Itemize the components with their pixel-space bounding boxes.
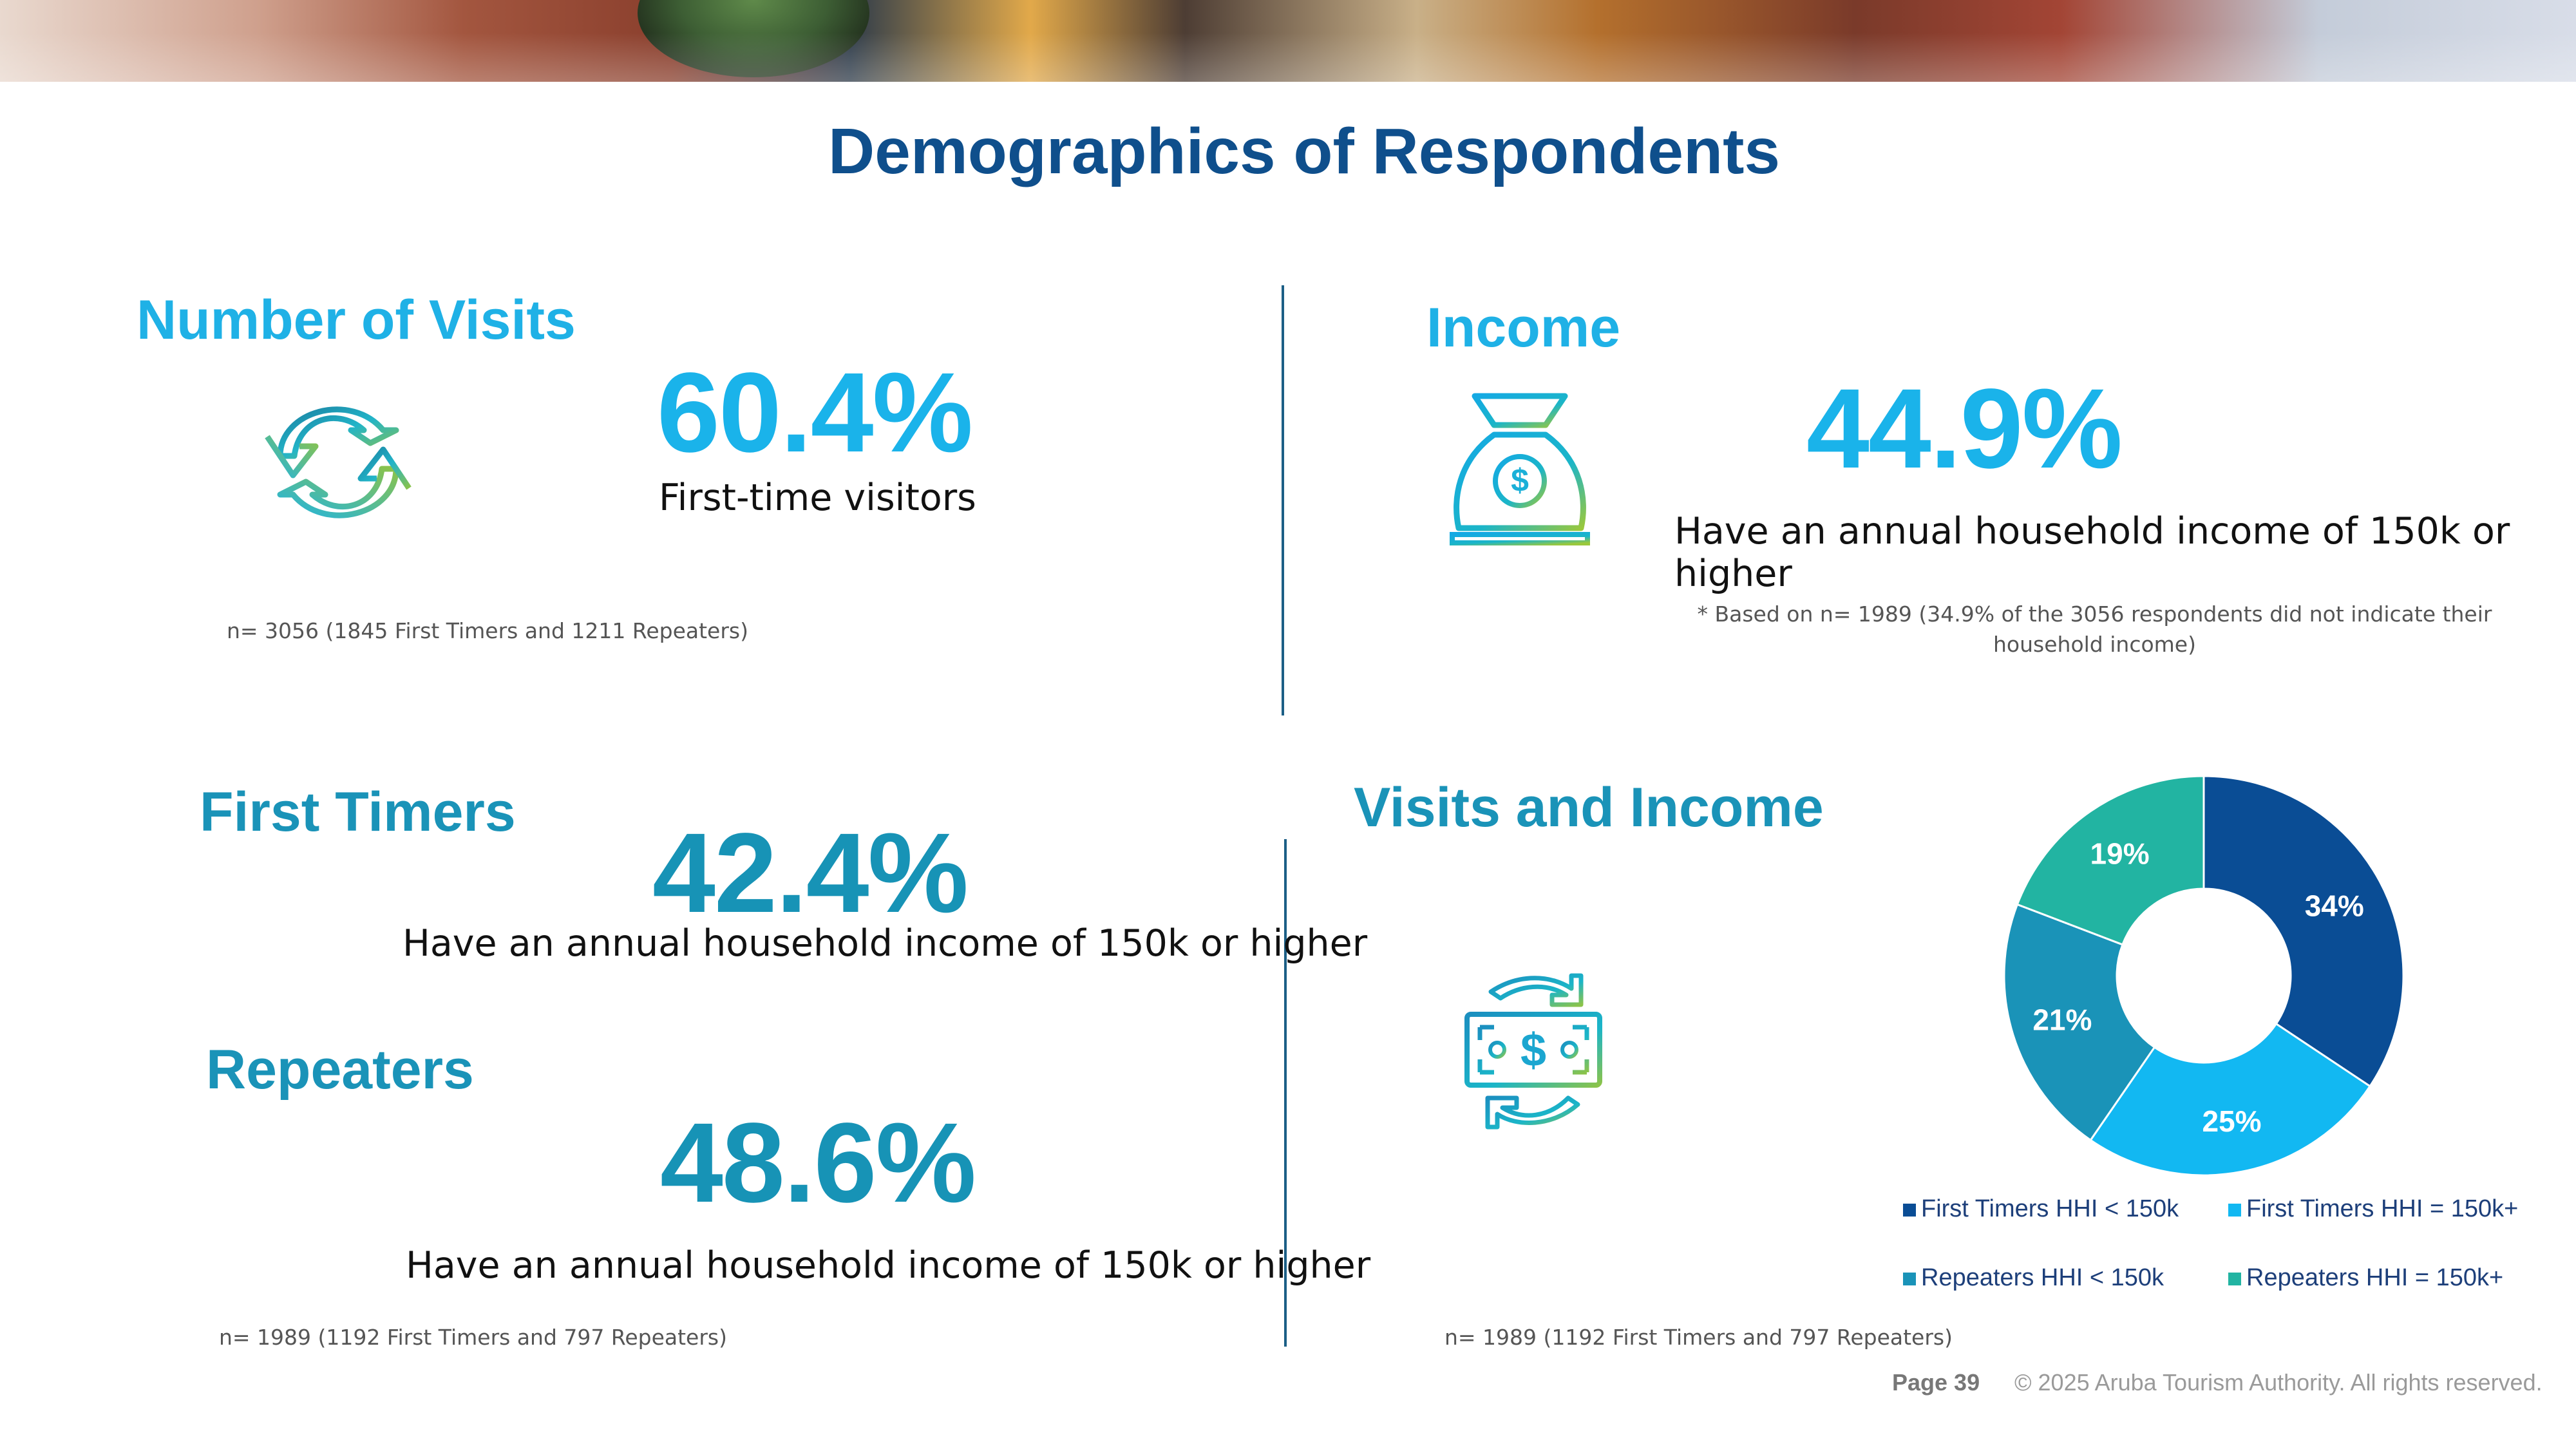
visits-label: First-time visitors [659, 477, 976, 519]
visits-title: Number of Visits [137, 289, 576, 351]
repeaters-label: Have an annual household income of 150k … [406, 1244, 1371, 1287]
first-timers-title: First Timers [200, 781, 516, 843]
divider-bottom [1284, 839, 1287, 1347]
donut-slice [2089, 1022, 2372, 1177]
visits-percent: 60.4% [657, 350, 973, 476]
donut-data-label: 25% [2202, 1104, 2261, 1138]
svg-text:$: $ [1520, 1025, 1546, 1076]
legend-item-3: Repeaters HHI < 150k [1903, 1264, 2164, 1292]
visits-income-donut-chart: 34% 25% 21% 19% [2003, 775, 2405, 1177]
repeaters-note: n= 1989 (1192 First Timers and 797 Repea… [219, 1325, 727, 1350]
donut-slice [2202, 775, 2405, 1088]
svg-text:$: $ [1511, 462, 1529, 498]
legend-swatch [2228, 1203, 2241, 1217]
divider-top [1282, 285, 1284, 715]
copyright: © 2025 Aruba Tourism Authority. All righ… [2014, 1369, 2543, 1396]
legend-item-1: First Timers HHI < 150k [1903, 1195, 2179, 1223]
donut-slice [2003, 903, 2156, 1142]
visits-income-note: n= 1989 (1192 First Timers and 797 Repea… [1444, 1325, 1953, 1350]
money-bag-icon: $ [1450, 393, 1590, 545]
page-number: Page 39 [1892, 1369, 1980, 1396]
legend-item-2: First Timers HHI = 150k+ [2228, 1195, 2518, 1223]
income-percent: 44.9% [1806, 366, 2123, 492]
income-note: * Based on n= 1989 (34.9% of the 3056 re… [1697, 601, 2492, 657]
first-timers-label: Have an annual household income of 150k … [402, 922, 1368, 965]
donut-data-label: 19% [2090, 837, 2150, 871]
money-exchange-icon: $ [1464, 973, 1602, 1130]
repeaters-percent: 48.6% [660, 1100, 976, 1226]
donut-data-label: 21% [2032, 1003, 2092, 1036]
donut-slice [2016, 775, 2205, 946]
refresh-arrows-icon [265, 406, 412, 518]
donut-data-label: 34% [2305, 889, 2364, 922]
legend-item-4: Repeaters HHI = 150k+ [2228, 1264, 2503, 1292]
header-banner-image [0, 0, 2576, 82]
visits-note: n= 3056 (1845 First Timers and 1211 Repe… [227, 618, 748, 643]
visits-income-title: Visits and Income [1354, 777, 1824, 838]
repeaters-title: Repeaters [206, 1039, 474, 1101]
legend-swatch [2228, 1272, 2241, 1285]
legend-swatch [1903, 1203, 1916, 1217]
page-title: Demographics of Respondents [828, 115, 1780, 187]
income-label: Have an annual household income of 150k … [1674, 510, 2510, 595]
legend-swatch [1903, 1272, 1916, 1285]
income-title: Income [1426, 297, 1621, 359]
first-timers-percent: 42.4% [652, 810, 969, 936]
